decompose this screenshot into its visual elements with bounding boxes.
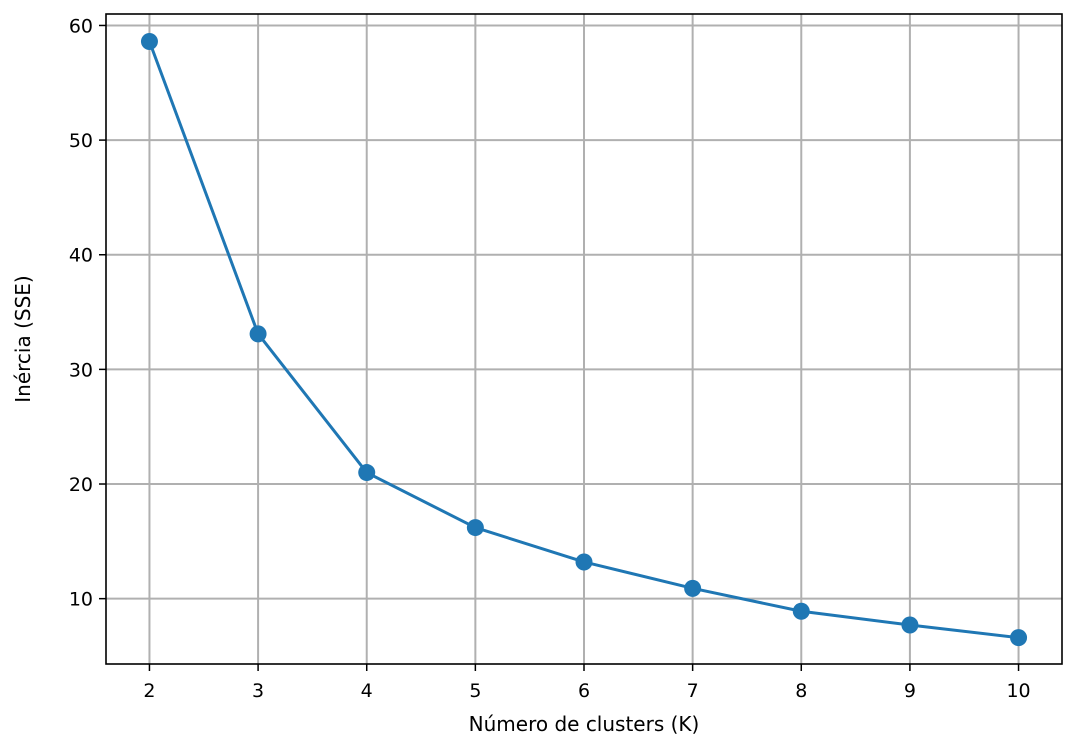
data-point <box>249 325 267 343</box>
axis-ticks: 2 3 4 5 6 7 8 9 10 10 20 30 40 50 60 <box>69 15 1031 702</box>
data-point <box>466 519 484 537</box>
x-tick-label: 8 <box>795 680 807 702</box>
y-tick-label: 20 <box>69 474 93 496</box>
y-tick-label: 50 <box>69 130 93 152</box>
x-tick-label: 5 <box>469 680 481 702</box>
x-tick-label: 2 <box>143 680 155 702</box>
x-tick-label: 3 <box>252 680 264 702</box>
y-tick-label: 30 <box>69 359 93 381</box>
y-tick-label: 60 <box>69 15 93 37</box>
series-group <box>140 33 1028 647</box>
data-point <box>792 602 810 620</box>
data-point <box>358 464 376 482</box>
y-tick-label: 10 <box>69 589 93 611</box>
y-tick-label: 40 <box>69 245 93 267</box>
y-axis-label: Inércia (SSE) <box>11 275 35 402</box>
data-point <box>901 616 919 634</box>
x-axis-label: Número de clusters (K) <box>469 712 700 736</box>
data-point <box>575 553 593 571</box>
data-point <box>1010 629 1028 647</box>
x-tick-label: 4 <box>361 680 373 702</box>
grid <box>106 14 1062 664</box>
x-tick-label: 9 <box>904 680 916 702</box>
data-point <box>140 33 158 51</box>
x-tick-label: 6 <box>578 680 590 702</box>
x-tick-label: 7 <box>687 680 699 702</box>
data-point <box>684 579 702 597</box>
x-tick-label: 10 <box>1006 680 1030 702</box>
